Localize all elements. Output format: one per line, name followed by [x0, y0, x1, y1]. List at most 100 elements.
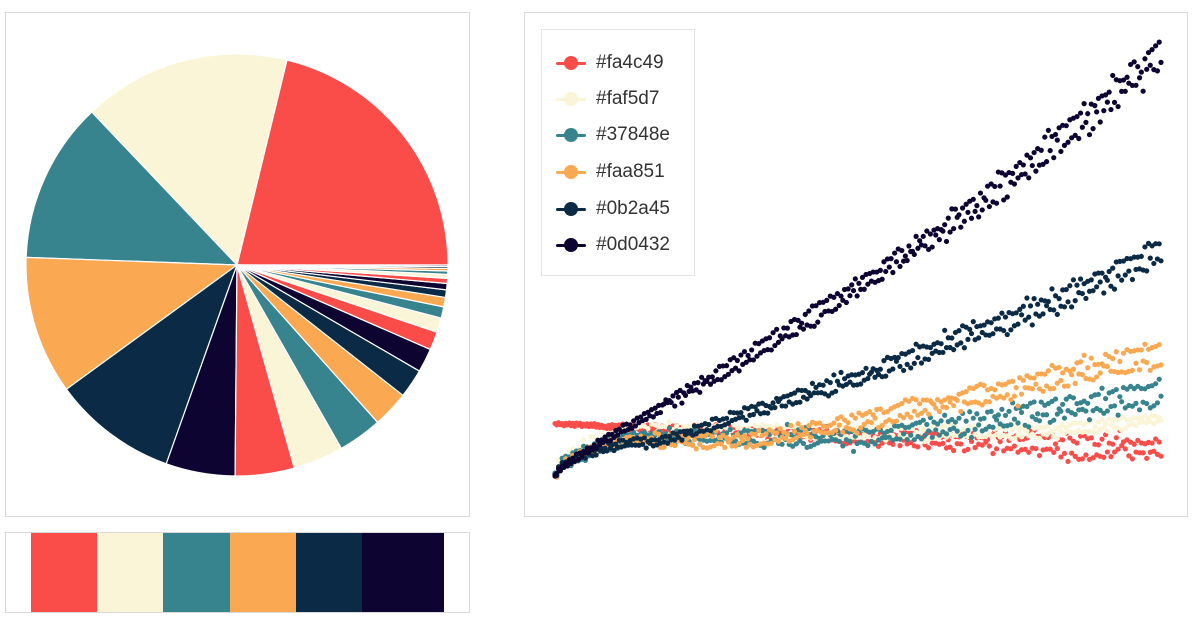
scatter-point	[1129, 456, 1135, 462]
legend-item-37848e[interactable]: #37848e	[556, 123, 670, 147]
scatter-point	[811, 323, 817, 329]
scatter-point	[695, 380, 701, 386]
legend-item-0b2a45[interactable]: #0b2a45	[556, 197, 670, 221]
scatter-point	[808, 434, 814, 440]
scatter-point	[1011, 416, 1018, 422]
scatter-point	[886, 434, 892, 440]
scatter-point	[1027, 155, 1034, 161]
legend-item-0d0432[interactable]: #0d0432	[556, 233, 670, 257]
scatter-point	[707, 381, 714, 387]
scatter-point	[1129, 367, 1135, 373]
scatter-point	[743, 417, 749, 423]
pie-slice-1[interactable]	[91, 53, 288, 266]
scatter-point	[943, 431, 950, 437]
scatter-point	[865, 433, 871, 439]
scatter-point	[1153, 436, 1159, 442]
scatter-point	[833, 388, 839, 394]
scatter-point	[1094, 284, 1100, 290]
scatter-point	[981, 415, 987, 421]
scatter-point	[911, 408, 917, 414]
scatter-point	[1058, 377, 1064, 384]
scatter-point	[1090, 377, 1096, 383]
scatter-point	[908, 439, 914, 446]
scatter-point	[799, 387, 805, 394]
scatter-point	[967, 326, 973, 332]
scatter-point	[1083, 408, 1089, 414]
scatter-point	[911, 437, 917, 443]
scatter-point	[906, 398, 912, 404]
scatter-point	[734, 357, 740, 364]
scatter-point	[979, 402, 985, 408]
scatter-point	[749, 347, 755, 353]
pie-slice-3[interactable]	[25, 256, 238, 390]
scatter-point	[1115, 103, 1121, 110]
scatter-point	[736, 440, 742, 446]
pie-slice-2[interactable]	[25, 111, 238, 266]
scatter-point	[734, 431, 740, 437]
scatter-point	[1069, 450, 1075, 456]
scatter-point	[893, 418, 900, 424]
scatter-point	[986, 399, 992, 405]
scatter-point	[779, 336, 785, 342]
scatter-point	[1153, 381, 1159, 387]
scatter-point	[1106, 89, 1112, 95]
scatter-point	[968, 434, 975, 441]
scatter-point	[1156, 439, 1162, 445]
legend-item-fa4c49[interactable]: #fa4c49	[556, 51, 664, 75]
pie-slice-4[interactable]	[65, 264, 238, 465]
scatter-point	[872, 374, 878, 380]
scatter-point	[779, 441, 785, 447]
scatter-point	[1001, 197, 1007, 203]
pie-slice-23[interactable]	[236, 264, 449, 268]
scatter-point	[1149, 440, 1155, 446]
scatter-point	[568, 460, 574, 467]
scatter-point	[1054, 445, 1060, 452]
scatter-point	[1011, 435, 1018, 441]
scatter-point	[804, 396, 810, 402]
scatter-point	[1020, 377, 1026, 383]
scatter-point	[895, 355, 901, 361]
scatter-point	[682, 392, 689, 399]
scatter-point	[1079, 124, 1085, 130]
scatter-point	[1056, 296, 1062, 302]
scatter-point	[1104, 363, 1110, 370]
scatter-point	[922, 407, 928, 413]
scatter-point	[970, 196, 976, 202]
scatter-point	[731, 434, 737, 440]
scatter-point	[1065, 383, 1071, 389]
legend-marker	[556, 92, 586, 106]
scatter-point	[1024, 152, 1030, 158]
scatter-point	[926, 445, 932, 451]
scatter-point	[698, 374, 705, 380]
scatter-point	[1015, 321, 1021, 327]
scatter-point	[1018, 391, 1025, 397]
scatter-point	[845, 420, 851, 426]
scatter-point	[1088, 277, 1094, 283]
scatter-point	[1106, 268, 1112, 275]
scatter-point	[976, 214, 982, 220]
scatter-point	[1074, 440, 1080, 446]
scatter-point	[840, 443, 846, 449]
legend-item-faf5d7[interactable]: #faf5d7	[556, 87, 659, 111]
scatter-point	[1001, 395, 1007, 401]
scatter-point	[1124, 386, 1130, 392]
scatter-point	[1095, 391, 1102, 398]
scatter-point	[666, 419, 673, 425]
scatter-point	[1156, 241, 1162, 247]
scatter-point	[841, 417, 848, 423]
scatter-point	[877, 406, 883, 412]
scatter-point	[1052, 441, 1059, 447]
scatter-point	[1128, 61, 1134, 68]
scatter-point	[911, 360, 917, 366]
scatter-point	[1151, 403, 1157, 409]
scatter-point	[1122, 446, 1128, 452]
scatter-point	[1069, 372, 1075, 378]
pie-slice-0[interactable]	[236, 59, 449, 266]
scatter-point	[993, 326, 1000, 332]
scatter-point	[806, 423, 812, 429]
legend-item-faa851[interactable]: #faa851	[556, 160, 665, 184]
scatter-point	[1069, 304, 1075, 310]
scatter-point	[879, 422, 885, 429]
scatter-point	[1142, 56, 1148, 62]
scatter-point	[936, 408, 942, 414]
